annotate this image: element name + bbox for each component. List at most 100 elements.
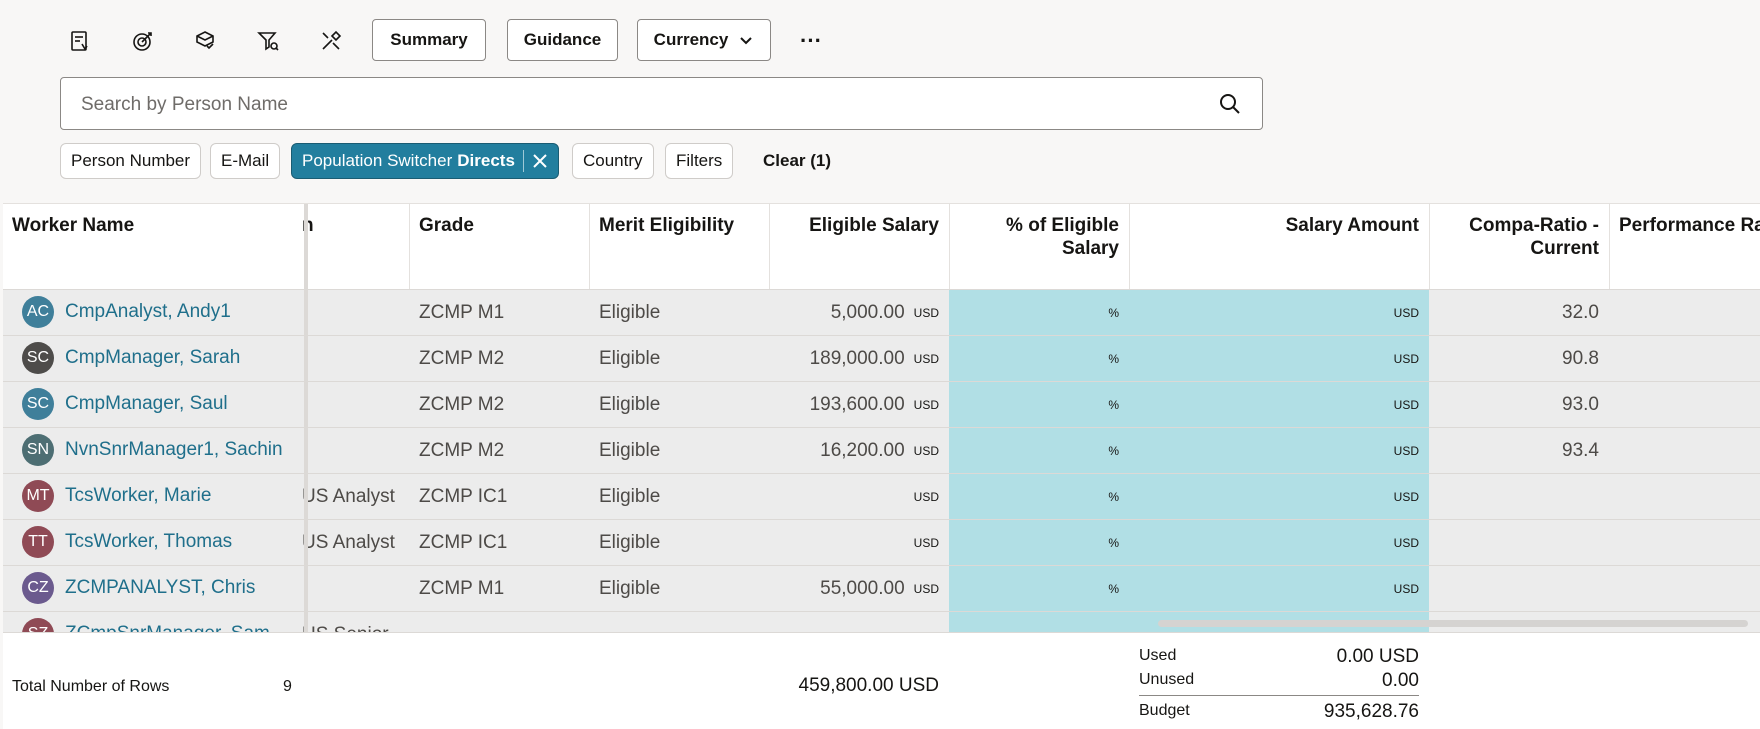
merit-eligibility-cell: Eligible: [599, 577, 661, 599]
pct-eligible-salary-input[interactable]: %: [949, 520, 1119, 565]
frozen-column-divider: [304, 204, 308, 632]
tools-icon[interactable]: [316, 26, 346, 56]
salary-amount-input[interactable]: USD: [1129, 520, 1419, 565]
used-value: 0.00 USD: [1336, 646, 1419, 667]
worker-name-link[interactable]: TcsWorker, Marie: [65, 485, 212, 506]
header-grade[interactable]: Grade: [419, 215, 474, 236]
editable-cell-bg: [949, 336, 1429, 382]
horizontal-scrollbar[interactable]: [1158, 620, 1748, 627]
table-row[interactable]: CZ ZCMPANALYST, Chris ZCMP M1 Eligible 55,00…: [3, 565, 1760, 612]
pct-eligible-salary-input[interactable]: %: [949, 290, 1119, 335]
report-icon[interactable]: [65, 26, 95, 56]
merit-eligibility-cell: Eligible: [599, 301, 661, 323]
target-icon[interactable]: [128, 26, 158, 56]
summary-button[interactable]: Summary: [372, 19, 486, 61]
grade-cell: ZCMP M2: [419, 393, 505, 415]
currency-unit: USD: [1393, 535, 1419, 550]
salary-amount-input[interactable]: USD: [1129, 382, 1419, 427]
table-row[interactable]: SC CmpManager, Sarah ZCMP M2 Eligible 189,00…: [3, 335, 1760, 382]
eligible-salary-cell: 193,600.00 USD: [769, 382, 939, 427]
eligible-salary-cell: USD: [769, 474, 939, 519]
currency-unit: USD: [913, 443, 939, 458]
percent-unit: %: [1108, 535, 1119, 550]
percent-unit: %: [1108, 489, 1119, 504]
header-salary-amount[interactable]: Salary Amount: [1285, 215, 1419, 236]
editable-cell-bg: [949, 566, 1429, 612]
salary-amount-input[interactable]: USD: [1129, 336, 1419, 381]
percent-unit: %: [1108, 305, 1119, 320]
worker-name-link[interactable]: TcsWorker, Thomas: [65, 531, 233, 552]
box-check-icon[interactable]: [190, 26, 220, 56]
eligible-salary-cell: 16,200.00 USD: [769, 428, 939, 473]
search-input[interactable]: [79, 78, 1183, 131]
merit-eligibility-cell: Eligible: [599, 531, 661, 553]
worker-name-link[interactable]: CmpManager, Sarah: [65, 347, 241, 368]
worker-name-link[interactable]: CmpManager, Saul: [65, 393, 228, 414]
guidance-button[interactable]: Guidance: [507, 19, 618, 61]
more-actions-button[interactable]: ···: [800, 28, 822, 53]
grade-cell: ZCMP M2: [419, 347, 505, 369]
merit-eligibility-cell: Eligible: [599, 439, 661, 461]
currency-unit: USD: [913, 581, 939, 596]
pct-eligible-salary-input[interactable]: %: [949, 336, 1119, 381]
currency-label: Currency: [653, 30, 729, 49]
salary-amount-input[interactable]: USD: [1129, 428, 1419, 473]
compa-ratio-cell: [1429, 474, 1599, 519]
currency-dropdown[interactable]: Currency: [637, 19, 771, 61]
pct-eligible-salary-input[interactable]: %: [949, 382, 1119, 427]
pct-eligible-salary-input[interactable]: %: [949, 428, 1119, 473]
grade-cell: ZCMP M1: [419, 301, 505, 323]
header-performance-rating[interactable]: Performance Ra: [1619, 215, 1760, 236]
filter-population-switcher[interactable]: Population Switcher Directs: [291, 143, 559, 179]
filter-search-icon[interactable]: [253, 26, 283, 56]
population-value: Directs: [457, 151, 515, 170]
percent-unit: %: [1108, 397, 1119, 412]
percent-unit: %: [1108, 351, 1119, 366]
header-compa-ratio[interactable]: Compa-Ratio - Current: [1439, 214, 1599, 260]
currency-unit: USD: [1393, 397, 1419, 412]
job-cell: [302, 290, 407, 335]
table-row[interactable]: AC CmpAnalyst, Andy1 ZCMP M1 Eligible 5,000.…: [3, 289, 1760, 336]
header-merit-eligibility[interactable]: Merit Eligibility: [599, 215, 735, 236]
filter-filters[interactable]: Filters: [665, 143, 734, 179]
eligible-salary-value: 5,000.00: [830, 301, 905, 323]
compa-ratio-cell: [1429, 520, 1599, 565]
table-row[interactable]: MT TcsWorker, Marie US Analyst ZCMP IC1 Elig…: [3, 473, 1760, 520]
table-row[interactable]: TT TcsWorker, Thomas US Analyst ZCMP IC1 Eli…: [3, 519, 1760, 566]
header-pct-eligible-salary[interactable]: % of Eligible Salary: [959, 214, 1119, 260]
currency-unit: USD: [1393, 489, 1419, 504]
pct-eligible-salary-input[interactable]: %: [949, 566, 1119, 611]
header-eligible-salary[interactable]: Eligible Salary: [809, 215, 939, 236]
salary-amount-input[interactable]: USD: [1129, 474, 1419, 519]
avatar: SC: [22, 388, 54, 420]
clear-filters-button[interactable]: Clear (1): [763, 151, 832, 170]
table-row[interactable]: SN NvnSnrManager1, Sachin ZCMP M2 Eligible 1…: [3, 427, 1760, 474]
avatar: SN: [22, 434, 54, 466]
table-row[interactable]: SC CmpManager, Saul ZCMP M2 Eligible 193,600…: [3, 381, 1760, 428]
header-line: Compa-Ratio -: [1469, 215, 1599, 236]
worker-name-link[interactable]: CmpAnalyst, Andy1: [65, 301, 231, 322]
job-cell: [302, 382, 407, 427]
compa-ratio-cell: 93.0: [1562, 393, 1599, 415]
avatar: MT: [22, 480, 54, 512]
divider: [522, 150, 524, 172]
job-cell: [302, 336, 407, 381]
eligible-salary-cell: 55,000.00 USD: [769, 566, 939, 611]
filter-country[interactable]: Country: [572, 143, 654, 179]
grade-cell: ZCMP IC1: [419, 531, 508, 553]
chevron-down-icon: [740, 37, 753, 45]
salary-amount-input[interactable]: USD: [1129, 290, 1419, 335]
worker-name-link[interactable]: NvnSnrManager1, Sachin: [65, 439, 283, 460]
merit-eligibility-cell: Eligible: [599, 485, 661, 507]
population-prefix: Population Switcher: [302, 151, 453, 170]
search-icon[interactable]: [1219, 93, 1241, 115]
worker-name-link[interactable]: ZCMPANALYST, Chris: [65, 577, 256, 598]
header-worker-name[interactable]: Worker Name: [12, 215, 135, 236]
pct-eligible-salary-input[interactable]: %: [949, 474, 1119, 519]
filter-email[interactable]: E-Mail: [210, 143, 281, 179]
percent-unit: %: [1108, 581, 1119, 596]
salary-amount-input[interactable]: USD: [1129, 566, 1419, 611]
filter-person-number[interactable]: Person Number: [60, 143, 202, 179]
close-icon[interactable]: [532, 153, 548, 169]
editable-cell-bg: [949, 520, 1429, 566]
